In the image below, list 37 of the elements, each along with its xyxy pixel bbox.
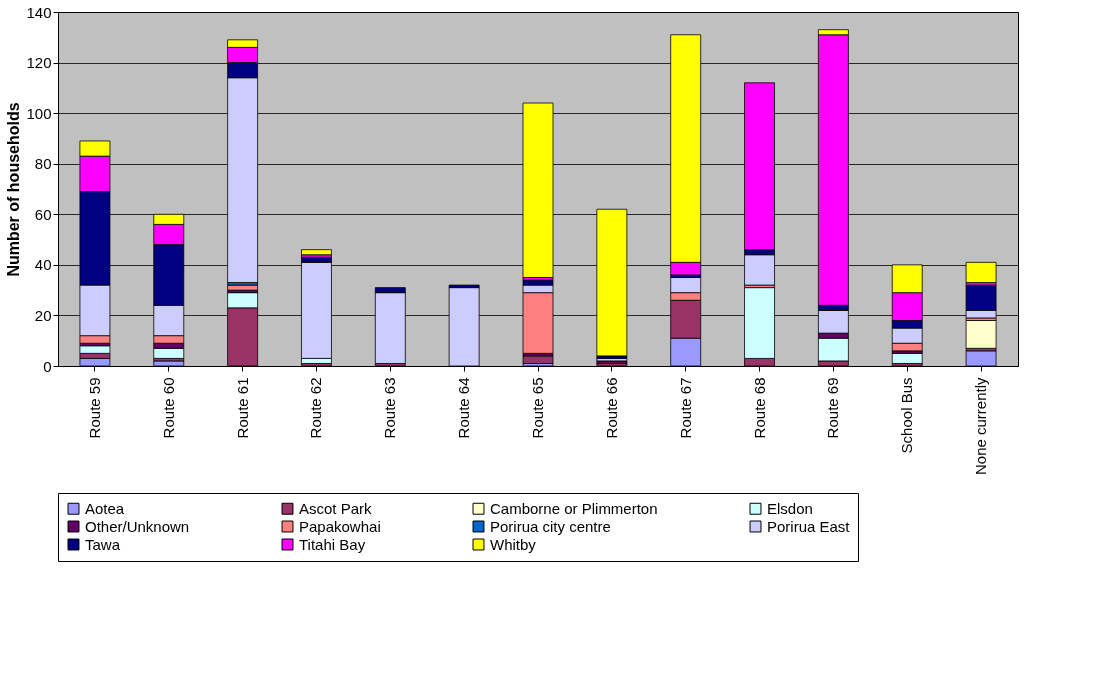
y-tick-label: 40 — [34, 256, 52, 274]
x-tick-label: Route 63 — [381, 377, 399, 439]
legend-label: Whitby — [490, 535, 537, 553]
y-tick-label: 60 — [34, 205, 52, 223]
bar — [965, 320, 997, 349]
legend-label: Titahi Bay — [299, 535, 366, 553]
y-tick-label: 0 — [43, 357, 52, 375]
y-tick-label: 20 — [34, 306, 52, 324]
x-tick-label: Route 65 — [529, 377, 546, 439]
legend-label: Porirua city centre — [490, 517, 611, 535]
legend-label: Porirua East — [767, 517, 851, 535]
legend-label: Other/Unknown — [85, 517, 190, 535]
x-tick-label: Route 67 — [676, 377, 694, 439]
x-tick-label: Route 61 — [233, 377, 251, 439]
x-tick-label: Route 69 — [824, 377, 842, 439]
legend-label: Elsdon — [767, 499, 813, 517]
legend-label: Ascot Park — [299, 499, 373, 517]
bar — [301, 249, 332, 256]
legend-label: Tawa — [85, 535, 121, 553]
x-tick-label: Route 66 — [602, 377, 620, 439]
x-tick-label: None currently — [972, 377, 990, 476]
bar — [153, 347, 185, 359]
y-tick-label: 80 — [34, 155, 52, 173]
x-tick-label: Route 60 — [159, 377, 177, 439]
x-tick-label: Route 62 — [307, 377, 325, 439]
x-tick-label: Route 64 — [455, 377, 473, 439]
bar — [891, 352, 923, 364]
y-tick-label: 100 — [26, 104, 52, 122]
legend-label: Camborne or Plimmerton — [490, 499, 658, 517]
x-tick-label: Route 68 — [750, 377, 768, 439]
x-tick-label: School Bus — [898, 377, 916, 454]
y-axis-title: Number of households — [5, 102, 23, 277]
y-tick-label: 140 — [26, 3, 52, 21]
legend-label: Aotea — [85, 499, 125, 517]
legend-label: Papakowhai — [299, 517, 381, 535]
y-tick-label: 120 — [26, 54, 52, 72]
x-tick-label: Route 59 — [85, 377, 103, 439]
